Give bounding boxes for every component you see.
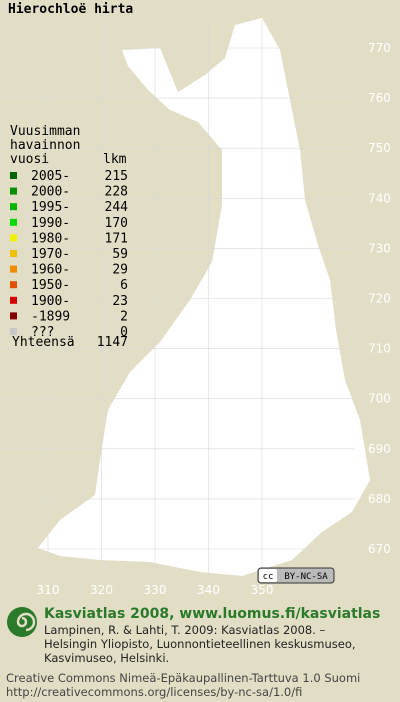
badge-cc: cc	[263, 572, 274, 582]
legend-swatch	[10, 281, 17, 289]
badge-license: BY-NC-SA	[284, 572, 328, 582]
legend-heading: vuosi	[10, 152, 49, 167]
legend-swatch	[10, 265, 17, 273]
legend-swatch	[10, 296, 17, 304]
total: 1147	[97, 335, 128, 350]
legend-label: 2005-	[31, 169, 70, 184]
legend-count: 244	[105, 200, 129, 215]
east-label: 310	[37, 583, 60, 597]
legend-count: 215	[105, 169, 128, 184]
legend-label: 1970-	[31, 247, 70, 262]
legend-count-heading: lkm	[103, 152, 127, 167]
legend-count: 2	[120, 309, 128, 324]
title: Hierochloë hirta	[8, 2, 133, 17]
legend-label: 1990-	[31, 216, 70, 231]
north-label: 670	[368, 542, 391, 556]
legend-label: -1899	[31, 309, 70, 324]
east-label: 350	[251, 583, 274, 597]
east-label: 320	[90, 583, 113, 597]
legend-count: 228	[105, 185, 128, 200]
citation: Helsingin Yliopisto, Luonnontieteellinen…	[44, 637, 356, 651]
legend-heading: Vuusimman	[10, 124, 80, 139]
license: http://creativecommons.org/licenses/by-n…	[6, 685, 302, 699]
finland-outline	[38, 18, 370, 576]
legend-count: 171	[105, 231, 128, 246]
legend-swatch	[10, 187, 17, 195]
legend-swatch	[10, 250, 17, 257]
legend-label: 1980-	[31, 231, 70, 246]
legend-label: 1900-	[31, 294, 70, 309]
cc-badge: cc BY-NC-SA	[257, 567, 335, 584]
brand: Kasviatlas 2008, www.luomus.fi/kasviatla…	[44, 606, 380, 622]
license: Creative Commons Nimeä-Epäkaupallinen-Ta…	[6, 671, 360, 685]
legend-label: 1950-	[31, 278, 70, 293]
north-label: 730	[368, 241, 391, 255]
legend-swatch	[10, 172, 17, 179]
citation: Kasvimuseo, Helsinki.	[44, 651, 169, 665]
north-label: 690	[368, 442, 391, 456]
legend-count: 29	[112, 263, 128, 278]
legend-count: 6	[120, 278, 128, 293]
north-label: 740	[368, 191, 391, 205]
legend-count: 23	[112, 294, 128, 309]
north-label: 700	[368, 392, 391, 406]
total-label: Yhteensä	[12, 335, 75, 350]
east-label: 340	[197, 583, 220, 597]
legend-count: 59	[112, 247, 128, 262]
citation: Lampinen, R. & Lahti, T. 2009: Kasviatla…	[44, 623, 326, 637]
legend-swatch	[10, 203, 17, 211]
legend-count: 170	[105, 216, 128, 231]
legend-swatch	[10, 312, 17, 320]
logo	[7, 607, 37, 637]
legend-swatch	[10, 328, 17, 335]
north-label: 770	[368, 41, 391, 55]
legend-label: 1995-	[31, 200, 70, 215]
north-label: 760	[368, 91, 391, 105]
legend-label: ???	[31, 325, 54, 340]
east-label: 330	[144, 583, 167, 597]
north-label: 710	[368, 342, 391, 356]
legend-label: 1960-	[31, 263, 70, 278]
legend-label: 2000-	[31, 185, 70, 200]
legend-swatch	[10, 218, 17, 226]
legend-swatch	[10, 234, 17, 242]
north-label: 750	[368, 141, 391, 155]
legend-count: 0	[120, 325, 128, 340]
north-label: 680	[368, 492, 391, 506]
north-label: 720	[368, 292, 391, 306]
legend-heading: havainnon	[10, 138, 80, 153]
